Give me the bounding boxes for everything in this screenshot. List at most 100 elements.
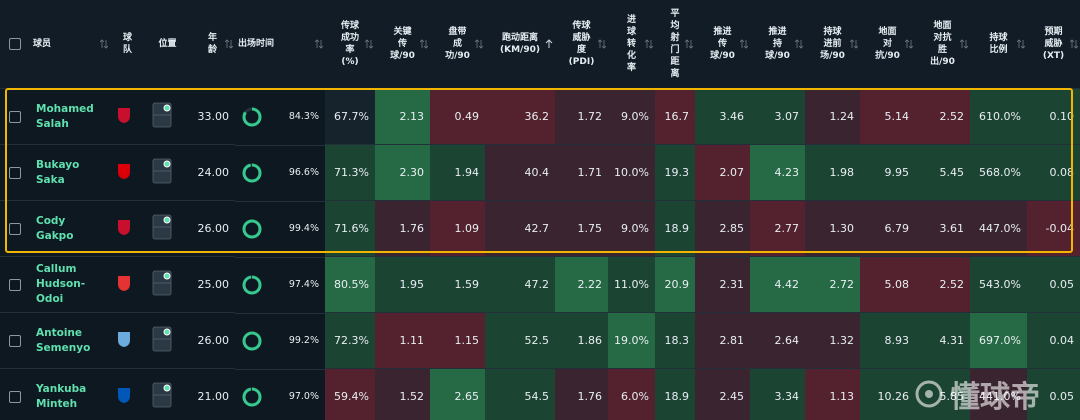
checkbox[interactable] — [9, 110, 21, 123]
stat-cell: 1.30 — [805, 200, 860, 257]
stat-cell: 18.9 — [655, 368, 695, 420]
player-row: Mohamed Salah 33.00 84.3% 67.7% 2.13 0.49 36.2… — [0, 88, 1080, 145]
checkbox[interactable] — [9, 278, 21, 291]
sort-icon[interactable] — [850, 39, 858, 49]
column-header[interactable]: 持球 比例 — [970, 0, 1027, 89]
header-checkbox-cell — [0, 0, 30, 89]
checkbox[interactable] — [9, 334, 21, 347]
sort-icon[interactable] — [905, 39, 913, 49]
column-header[interactable]: 平 均 射 门 距 离 — [655, 0, 695, 89]
column-header[interactable]: 推进 持 球/90 — [750, 0, 805, 89]
stat-cell: 1.86 — [555, 312, 608, 369]
position-dot — [163, 272, 171, 280]
stat-cell: 610.0% — [970, 88, 1027, 145]
stat-cell: 10.26 — [860, 368, 915, 420]
player-name[interactable]: Yankuba Minteh — [30, 368, 110, 420]
position-icon — [152, 382, 172, 408]
stat-cell: 72.3% — [325, 312, 375, 369]
stat-cell: 568.0% — [970, 144, 1027, 201]
column-header[interactable]: 传球 成功 率 (%) — [325, 0, 375, 89]
sort-icon[interactable] — [420, 39, 428, 49]
sort-icon[interactable] — [475, 39, 483, 49]
stat-cell: 19.0% — [608, 312, 655, 369]
stat-cell: 1.24 — [805, 88, 860, 145]
sort-arrow — [420, 39, 428, 49]
column-header[interactable]: 地面 对抗 胜 出/90 — [915, 0, 970, 89]
column-header[interactable]: 预期 威胁 (XT) — [1027, 0, 1080, 89]
stat-cell: 18.3 — [655, 312, 695, 369]
sort-icon[interactable] — [960, 39, 968, 49]
player-name[interactable]: Cody Gakpo — [30, 200, 110, 257]
badge-shape — [118, 108, 130, 123]
column-header[interactable]: 进 球 转 化 率 — [608, 0, 655, 89]
sort-icon[interactable] — [545, 39, 553, 49]
stat-cell: 1.59 — [430, 256, 485, 313]
stat-cell: 5.45 — [915, 144, 970, 201]
column-header[interactable]: 出场时间 — [235, 0, 325, 89]
stat-cell: 0.04 — [1027, 312, 1080, 369]
sort-icon[interactable] — [225, 39, 233, 49]
sort-icon[interactable] — [365, 39, 373, 49]
checkbox[interactable] — [9, 390, 21, 403]
checkbox[interactable] — [9, 222, 21, 235]
sort-arrow — [645, 39, 653, 49]
sort-icon[interactable] — [1070, 39, 1078, 49]
column-header[interactable]: 球员 — [30, 0, 110, 89]
stat-cell: 2.72 — [805, 256, 860, 313]
player-name[interactable]: Bukayo Saka — [30, 144, 110, 201]
checkbox[interactable] — [9, 38, 21, 50]
checkbox-cell — [0, 144, 30, 201]
team-cell — [110, 200, 145, 257]
stat-cell: -0.04 — [1027, 200, 1080, 257]
sort-icon[interactable] — [598, 39, 606, 49]
stat-cell: 1.76 — [375, 200, 430, 257]
sort-icon[interactable] — [1017, 39, 1025, 49]
stat-cell: 67.7% — [325, 88, 375, 145]
stat-cell: 1.76 — [555, 368, 608, 420]
position-dot — [163, 104, 171, 112]
stat-cell: 0.08 — [1027, 144, 1080, 201]
sort-icon[interactable] — [315, 39, 323, 49]
badge-shape — [118, 276, 130, 291]
column-header[interactable]: 持球 进前 场/90 — [805, 0, 860, 89]
column-header[interactable]: 球 队 — [110, 0, 145, 89]
player-name[interactable]: Mohamed Salah — [30, 88, 110, 145]
player-name[interactable]: Callum Hudson- Odoi — [30, 256, 110, 313]
sort-arrow — [225, 39, 233, 49]
sort-icon[interactable] — [100, 39, 108, 49]
sort-icon[interactable] — [645, 39, 653, 49]
minutes-cell: 99.4% — [235, 200, 325, 256]
column-header[interactable]: 盘带 成 功/90 — [430, 0, 485, 89]
badge-shape — [118, 220, 130, 235]
stat-cell: 18.9 — [655, 200, 695, 257]
sort-arrow — [905, 39, 913, 49]
position-icon — [152, 102, 172, 128]
sort-arrow — [740, 39, 748, 49]
minutes-ring — [242, 387, 262, 406]
checkbox-cell — [0, 312, 30, 369]
column-header[interactable]: 地面 对 抗/90 — [860, 0, 915, 89]
column-header[interactable]: 关键 传 球/90 — [375, 0, 430, 89]
checkbox-cell — [0, 88, 30, 145]
stat-cell: 447.0% — [970, 200, 1027, 257]
column-header[interactable]: 推进 传 球/90 — [695, 0, 750, 89]
stat-cell: 2.13 — [375, 88, 430, 145]
sort-arrow — [795, 39, 803, 49]
checkbox[interactable] — [9, 166, 21, 179]
column-header[interactable]: 跑动距离 (KM/90) — [485, 0, 555, 89]
stat-cell: 2.52 — [915, 256, 970, 313]
stat-cell: 697.0% — [970, 312, 1027, 369]
sort-icon[interactable] — [795, 39, 803, 49]
player-row: Callum Hudson- Odoi 25.00 97.4% 80.5% 1.95 1.… — [0, 256, 1080, 313]
team-badge — [118, 164, 130, 179]
column-header[interactable]: 年 龄 — [190, 0, 235, 89]
age: 33.00 — [190, 88, 235, 145]
column-header[interactable]: 传球 威胁 度 (PDI) — [555, 0, 608, 89]
stat-cell: 9.0% — [608, 200, 655, 257]
player-name[interactable]: Antoine Semenyo — [30, 312, 110, 369]
stat-cell: 2.31 — [695, 256, 750, 313]
sort-icon[interactable] — [740, 39, 748, 49]
column-header[interactable]: 位置 — [145, 0, 190, 89]
sort-icon[interactable] — [685, 39, 693, 49]
